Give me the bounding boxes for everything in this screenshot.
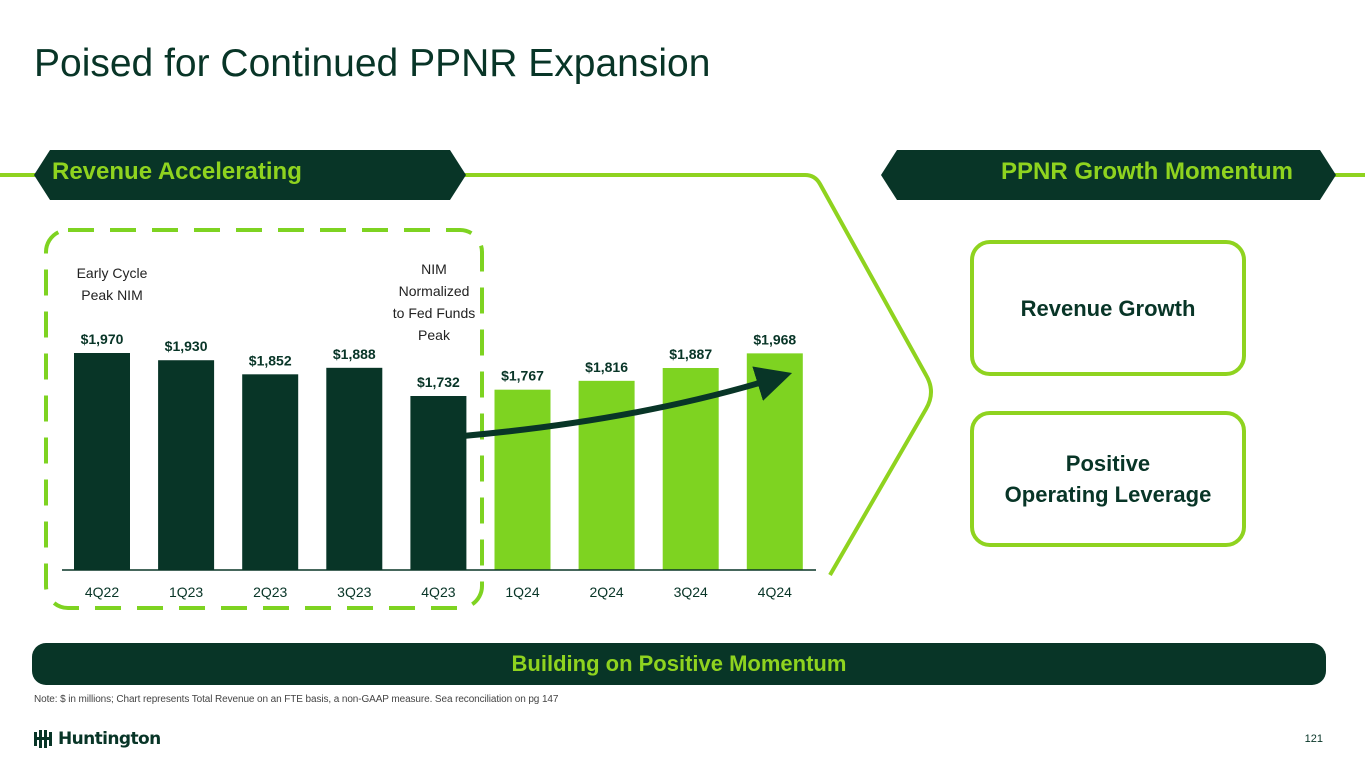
bar-2Q24 bbox=[578, 380, 635, 570]
page-number: 121 bbox=[1304, 733, 1323, 745]
revenue-growth-card: Revenue Growth bbox=[970, 240, 1246, 376]
x-tick-1Q23: 1Q23 bbox=[169, 584, 203, 600]
page-title: Poised for Continued PPNR Expansion bbox=[34, 42, 711, 85]
operating-leverage-label: Positive Operating Leverage bbox=[1004, 451, 1212, 507]
data-label-4Q22: $1,970 bbox=[81, 331, 124, 347]
bar-4Q22 bbox=[74, 353, 130, 570]
bar-2Q23 bbox=[242, 374, 299, 570]
data-label-4Q23: $1,732 bbox=[417, 374, 460, 390]
bar-1Q24 bbox=[494, 389, 551, 570]
data-label-1Q24: $1,767 bbox=[501, 368, 544, 384]
x-tick-2Q24: 2Q24 bbox=[589, 584, 623, 600]
x-tick-4Q24: 4Q24 bbox=[758, 584, 792, 600]
x-tick-4Q22: 4Q22 bbox=[85, 584, 119, 600]
huntington-logo-icon bbox=[34, 730, 52, 748]
x-tick-1Q24: 1Q24 bbox=[505, 584, 539, 600]
bar-3Q23 bbox=[326, 367, 383, 570]
early-cycle-annotation: Early Cycle Peak NIM bbox=[76, 265, 148, 303]
banner-label: Building on Positive Momentum bbox=[511, 651, 847, 676]
data-label-2Q23: $1,852 bbox=[249, 352, 292, 368]
x-tick-3Q23: 3Q23 bbox=[337, 584, 371, 600]
revenue-growth-label: Revenue Growth bbox=[1020, 295, 1196, 321]
huntington-logo: Huntington bbox=[34, 729, 161, 749]
revenue-accelerating-tag: Revenue Accelerating bbox=[52, 158, 302, 185]
ppnr-growth-momentum-tag: PPNR Growth Momentum bbox=[1001, 158, 1293, 185]
data-label-4Q24: $1,968 bbox=[753, 331, 796, 347]
left-tag-shape bbox=[34, 150, 466, 200]
trend-arrow bbox=[462, 366, 793, 439]
x-tick-2Q23: 2Q23 bbox=[253, 584, 287, 600]
data-label-3Q23: $1,888 bbox=[333, 346, 376, 362]
bar-1Q23 bbox=[158, 360, 215, 570]
nim-normalized-annotation: NIM Normalized to Fed Funds Peak bbox=[392, 261, 476, 343]
data-label-1Q23: $1,930 bbox=[165, 338, 208, 354]
dashed-highlight-box bbox=[44, 228, 484, 610]
x-tick-3Q24: 3Q24 bbox=[674, 584, 708, 600]
logo-wordmark: Huntington bbox=[58, 729, 161, 749]
footnote: Note: $ in millions; Chart represents To… bbox=[34, 694, 559, 705]
data-label-2Q24: $1,816 bbox=[585, 359, 628, 375]
bar-4Q23 bbox=[410, 396, 467, 570]
right-tag-shape bbox=[881, 150, 1336, 200]
operating-leverage-card: Positive Operating Leverage bbox=[970, 411, 1246, 547]
x-tick-4Q23: 4Q23 bbox=[421, 584, 455, 600]
data-label-3Q24: $1,887 bbox=[669, 346, 712, 362]
momentum-banner: Building on Positive Momentum bbox=[32, 643, 1326, 685]
